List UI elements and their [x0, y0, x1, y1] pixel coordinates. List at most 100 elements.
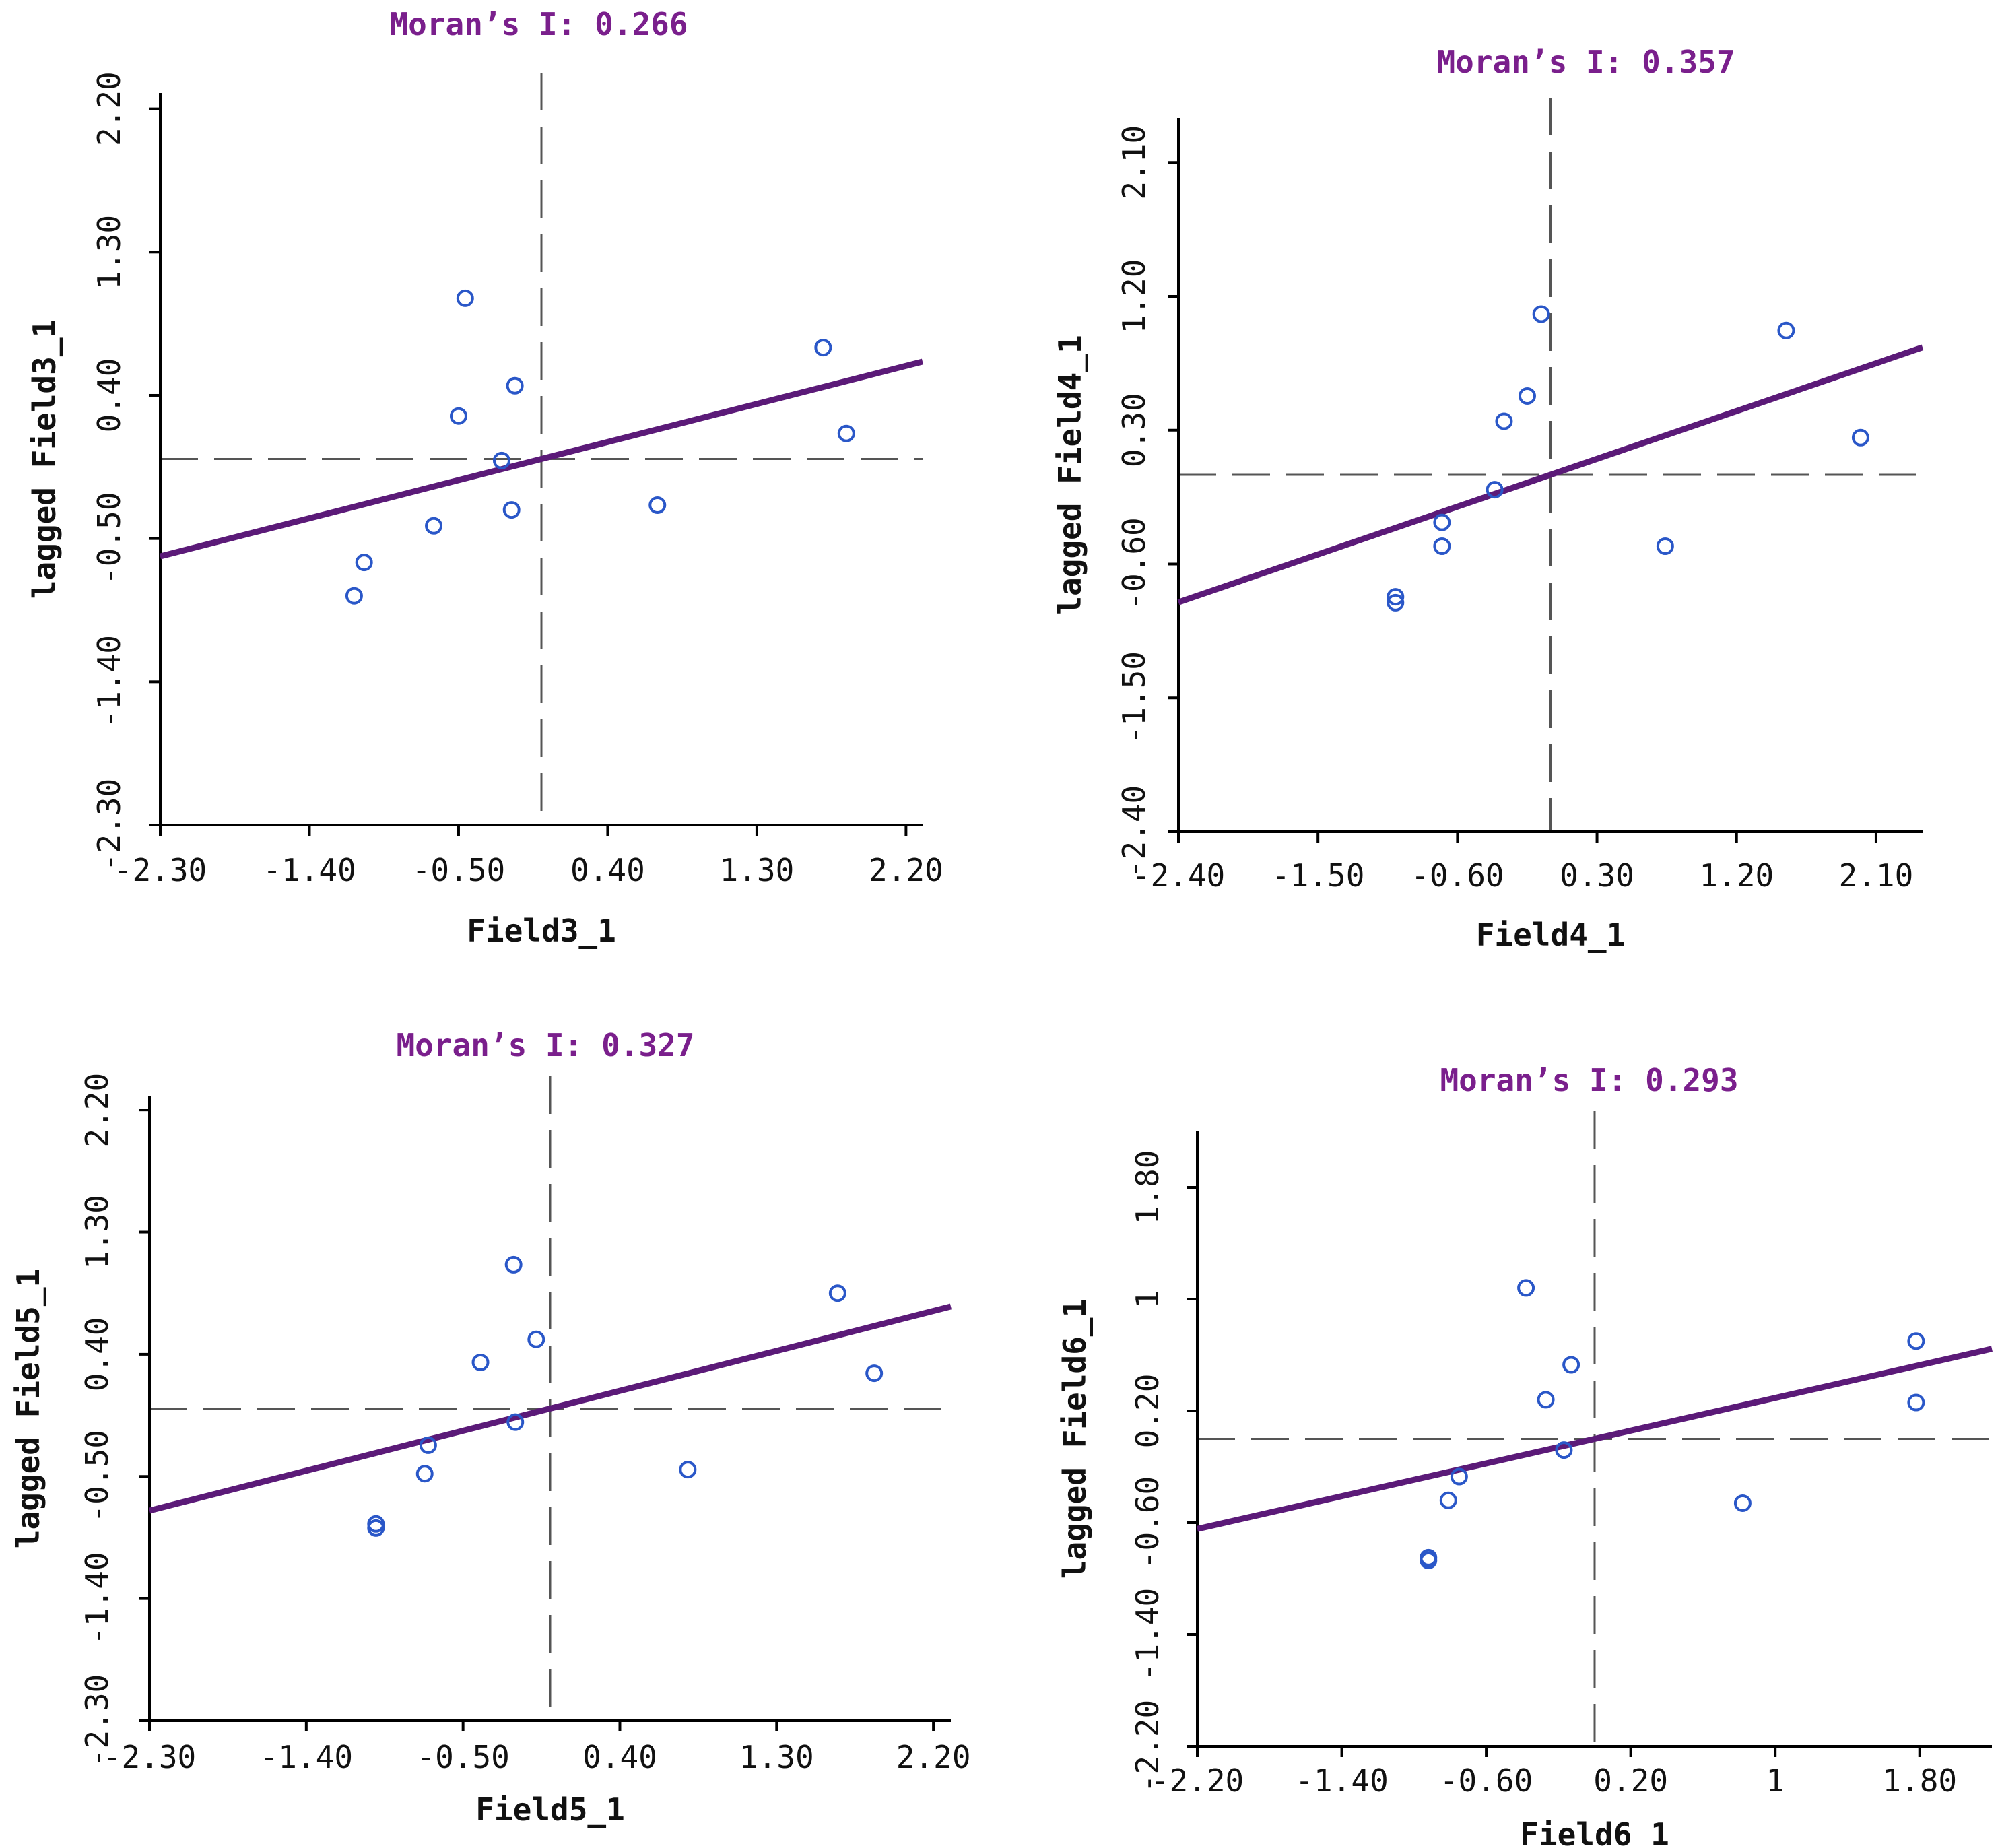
- scatter-panel-2: Moran’s I: 0.357 -2.40 -1.50 -0.60 0.30 1.20 2…: [1052, 44, 1924, 953]
- scatter-point: [506, 1413, 525, 1431]
- scatter-point: [865, 1364, 884, 1383]
- scatter-point: [1733, 1494, 1752, 1512]
- scatter-point: [1555, 1441, 1573, 1459]
- scatter-point: [648, 496, 667, 515]
- x-tick-label: -1.40: [260, 1739, 353, 1775]
- y-tick-label: 2.10: [1116, 125, 1152, 200]
- y-tick-label: 1.30: [91, 215, 127, 290]
- y-tick-label: -0.50: [79, 1430, 115, 1523]
- y-tick-label: 0.30: [1116, 393, 1152, 467]
- scatter-point: [415, 1465, 434, 1483]
- scatter-point: [1532, 305, 1550, 323]
- scatter-point: [345, 587, 363, 605]
- scatter-point: [1439, 1491, 1457, 1509]
- scatter-point: [419, 1436, 437, 1454]
- y-tick-label: -0.50: [91, 492, 127, 585]
- scatter-point: [1907, 1393, 1925, 1412]
- x-tick-label: 2.20: [869, 852, 943, 888]
- y-tick-label: -1.40: [79, 1552, 115, 1645]
- x-tick-label: -0.50: [412, 852, 505, 888]
- scatter-point: [527, 1330, 545, 1348]
- scatter-point: [1495, 412, 1513, 430]
- regression-fit-line: [1197, 1346, 1993, 1532]
- scatter-panel-1: Moran’s I: 0.266 -2.30 -1.40 -0.50 0.40 1.30 2…: [26, 6, 943, 949]
- x-tick-label: 1.80: [1882, 1762, 1957, 1799]
- scatter-point: [1562, 1356, 1580, 1374]
- y-axis-title: lagged Field6_1: [1057, 1299, 1093, 1579]
- scatter-point: [1517, 1279, 1535, 1297]
- x-tick-label: -1.50: [1271, 857, 1364, 894]
- x-tick-label: -2.20: [1151, 1762, 1244, 1799]
- x-tick-label: 2.20: [896, 1739, 971, 1775]
- x-tick-label: 1.30: [720, 852, 795, 888]
- scatter-panel-3: Moran’s I: 0.327 -2.30 -1.40 -0.50 0.40 1.30 2…: [10, 1027, 971, 1828]
- scatter-point: [1387, 588, 1405, 606]
- scatter-point: [1518, 387, 1536, 405]
- x-axis-title: Field3_1: [467, 913, 616, 949]
- y-tick-label: 0.40: [79, 1317, 115, 1392]
- scatter-point: [1433, 513, 1451, 531]
- panel-title: Moran’s I: 0.327: [396, 1027, 694, 1063]
- scatter-point: [814, 339, 832, 357]
- y-axis-title: lagged Field4_1: [1052, 335, 1088, 614]
- x-tick-label: -0.50: [416, 1739, 509, 1775]
- x-tick-label: -0.60: [1440, 1762, 1533, 1799]
- y-tick-label: 2.20: [79, 1073, 115, 1148]
- panel-title: Moran’s I: 0.357: [1436, 44, 1735, 80]
- y-axis-title: lagged Field5_1: [10, 1269, 46, 1548]
- y-tick-label: 0.40: [91, 358, 127, 433]
- y-tick-label: 1.30: [79, 1195, 115, 1269]
- y-tick-label: 1.80: [1129, 1150, 1166, 1225]
- y-tick-label: -2.40: [1116, 785, 1152, 878]
- x-tick-label: -1.40: [1295, 1762, 1388, 1799]
- scatter-point: [1656, 537, 1674, 555]
- panel-title: Moran’s I: 0.293: [1440, 1062, 1738, 1098]
- scatter-point: [1486, 481, 1504, 499]
- y-tick-label: -2.30: [79, 1674, 115, 1767]
- scatter-point: [1851, 428, 1869, 447]
- x-tick-label: 1.20: [1699, 857, 1774, 894]
- scatter-point: [471, 1353, 490, 1371]
- y-tick-label: -0.60: [1129, 1476, 1166, 1569]
- y-tick-label: 2.20: [91, 71, 127, 146]
- y-tick-label: -2.20: [1129, 1700, 1166, 1793]
- regression-fit-line: [159, 358, 924, 560]
- x-tick-label: -2.30: [103, 1739, 196, 1775]
- scatter-point: [1433, 537, 1451, 555]
- x-tick-label: 0.40: [570, 852, 645, 888]
- scatter-point: [837, 424, 855, 442]
- scatter-point: [828, 1284, 846, 1302]
- x-tick-label: 0.30: [1560, 857, 1634, 894]
- y-tick-label: 1: [1129, 1290, 1166, 1309]
- scatter-point: [1537, 1391, 1555, 1409]
- scatter-panel-4: Moran’s I: 0.293 -2.20 -1.40 -0.60 0.20 1 1.80…: [1057, 1062, 1993, 1848]
- scatter-point: [504, 1255, 523, 1274]
- y-tick-label: -1.40: [1129, 1588, 1166, 1681]
- y-tick-label: -2.30: [91, 779, 127, 871]
- regression-fit-line: [1177, 344, 1924, 605]
- y-axis-title: lagged Field3_1: [26, 319, 63, 599]
- x-axis-title: Field5_1: [475, 1791, 625, 1828]
- y-tick-label: -0.60: [1116, 517, 1152, 610]
- y-tick-label: -1.50: [1116, 651, 1152, 744]
- scatter-point: [502, 501, 521, 519]
- x-tick-label: 0.20: [1593, 1762, 1668, 1799]
- y-tick-label: 0.20: [1129, 1374, 1166, 1449]
- x-tick-label: -2.30: [114, 852, 207, 888]
- scatter-point: [355, 554, 373, 572]
- scatter-point: [425, 517, 443, 535]
- scatter-point: [492, 451, 510, 469]
- x-tick-label: -0.60: [1411, 857, 1504, 894]
- x-tick-label: -1.40: [263, 852, 356, 888]
- scatter-point: [679, 1461, 697, 1479]
- x-tick-label: -2.40: [1132, 857, 1225, 894]
- y-tick-label: 1.20: [1116, 259, 1152, 334]
- y-tick-label: -1.40: [91, 635, 127, 728]
- scatter-point: [1450, 1467, 1468, 1486]
- x-axis-title: Field6_1: [1520, 1816, 1669, 1848]
- x-tick-label: 0.40: [582, 1739, 657, 1775]
- regression-fit-line: [148, 1303, 952, 1514]
- panel-title: Moran’s I: 0.266: [389, 6, 688, 42]
